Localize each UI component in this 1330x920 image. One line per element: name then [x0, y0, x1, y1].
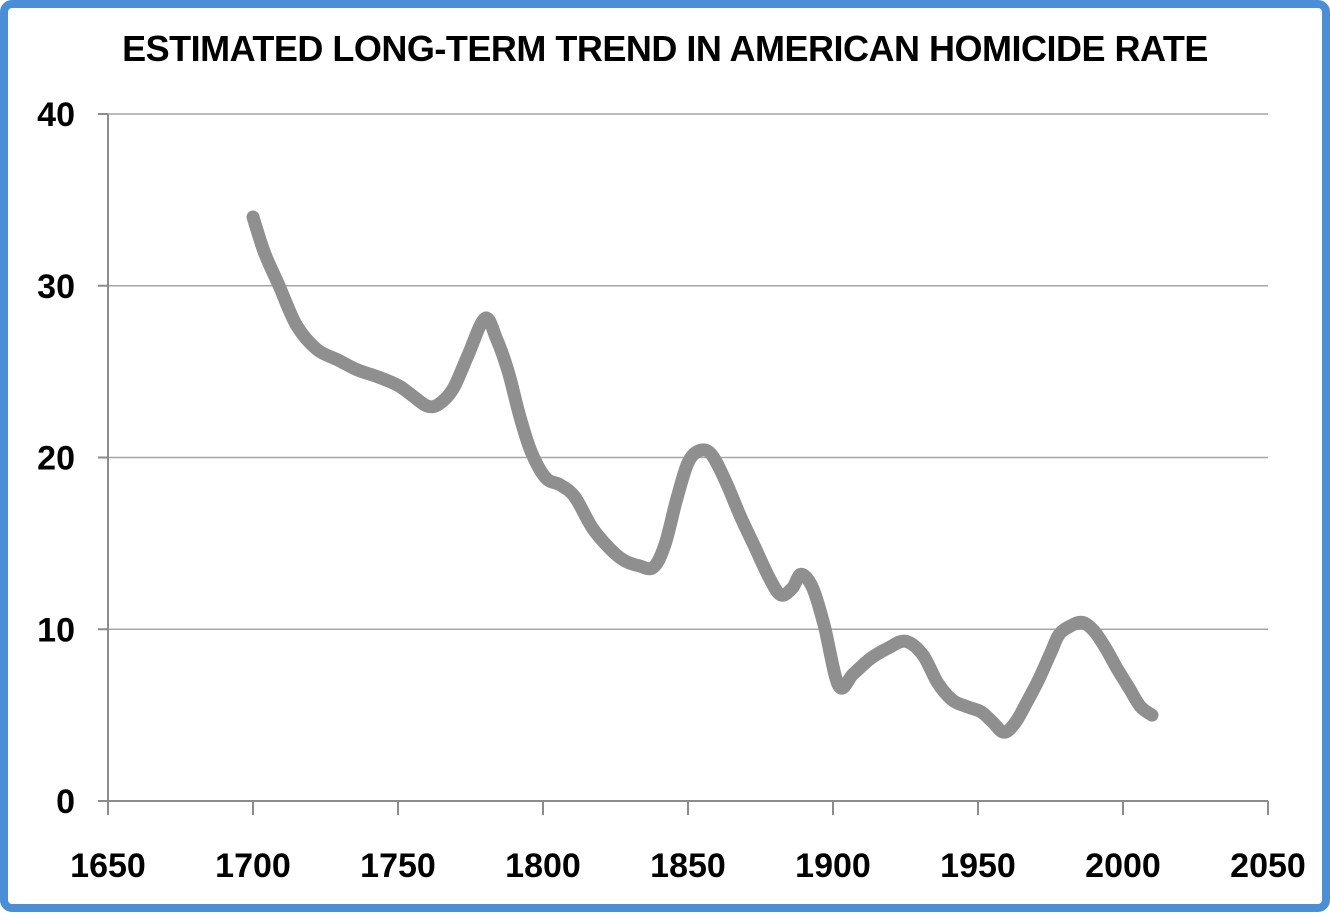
x-tick-label: 1950	[940, 847, 1016, 885]
x-tick-label: 1850	[650, 847, 726, 885]
y-tick-label: 0	[56, 783, 75, 821]
trend-line	[246, 210, 1159, 739]
y-tick-label: 20	[37, 440, 75, 478]
x-tick-label: 1700	[215, 847, 291, 885]
y-tick-label: 40	[37, 96, 75, 134]
x-tick-label: 1800	[505, 847, 581, 885]
line-chart: 0 10 20 30 40 1650 1700 1750 1800 1850 1900 1950 200…	[37, 96, 1306, 885]
x-tick-label: 1650	[70, 847, 146, 885]
chart-title: ESTIMATED LONG-TERM TREND IN AMERICAN HO…	[122, 28, 1208, 69]
x-tick-label: 1750	[360, 847, 436, 885]
y-tick-label: 10	[37, 611, 75, 649]
x-tick-label: 1900	[795, 847, 871, 885]
x-tick-label: 2050	[1230, 847, 1306, 885]
y-tick-label: 30	[37, 268, 75, 306]
x-tick-label: 2000	[1085, 847, 1161, 885]
